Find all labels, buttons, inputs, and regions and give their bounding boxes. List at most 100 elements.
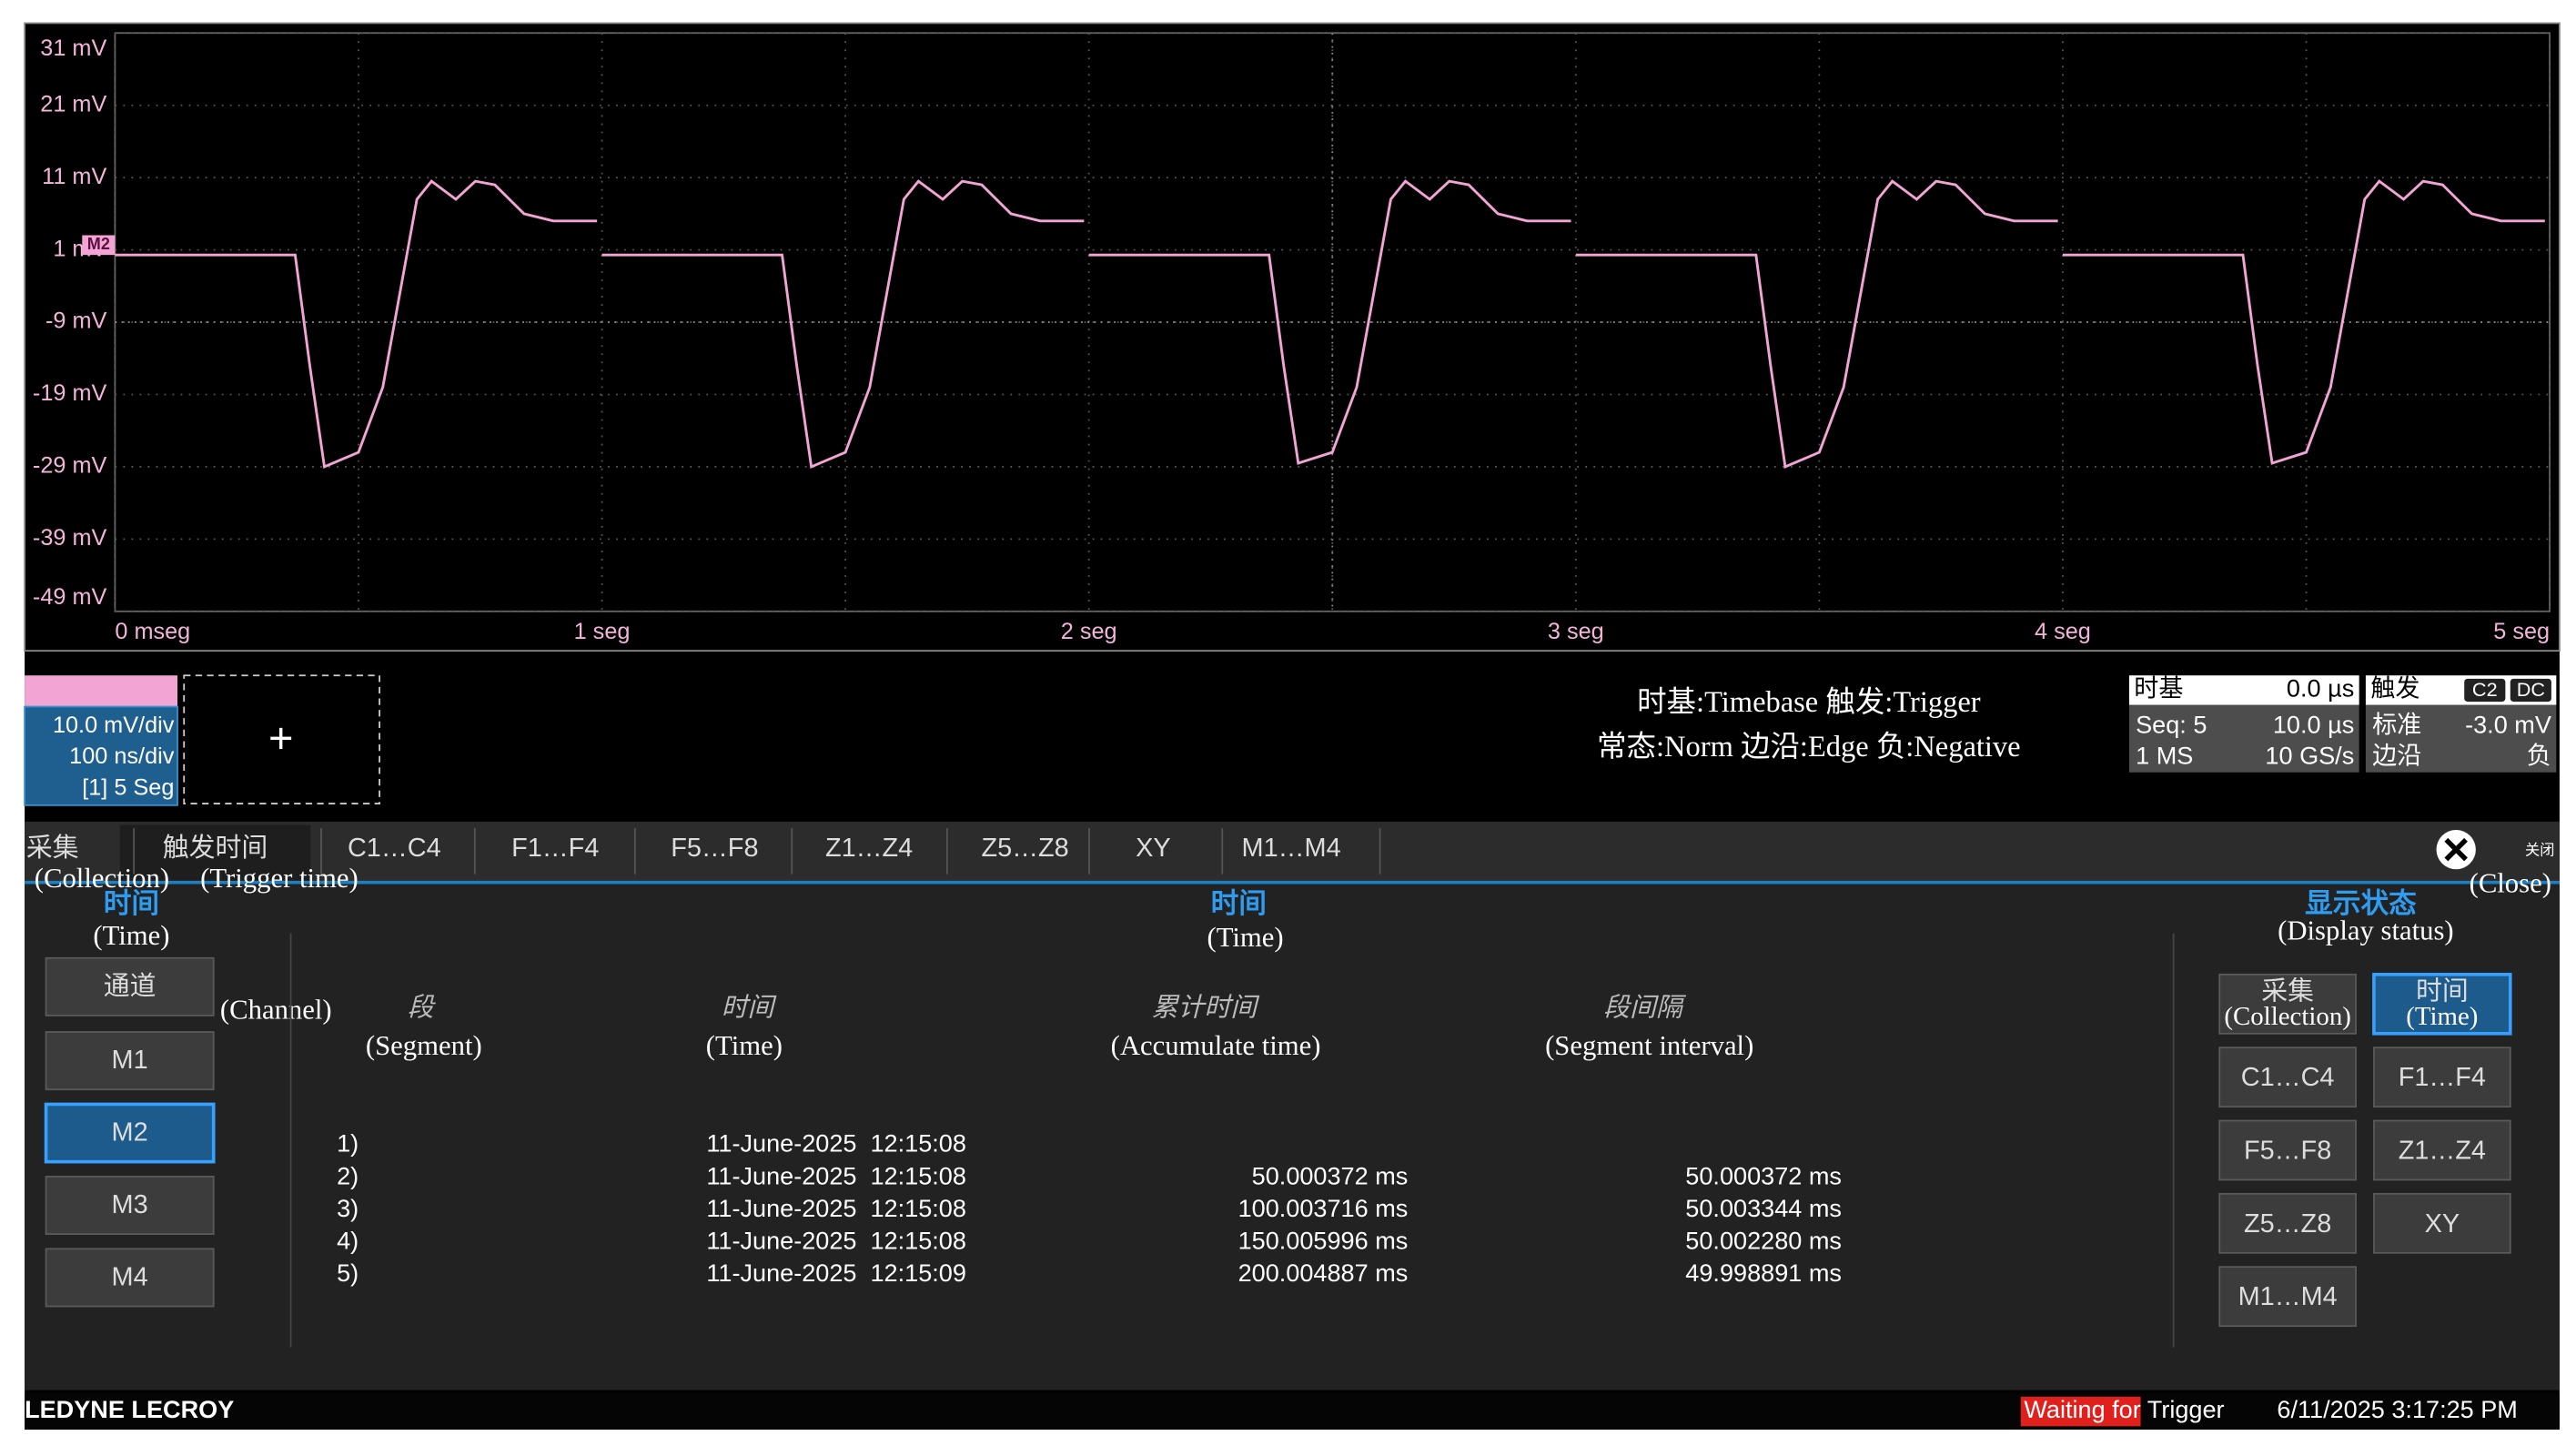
tab[interactable]: F5…F8 — [671, 834, 758, 863]
y-tick-label: -19 mV — [33, 380, 107, 406]
tab-note: (Trigger time) — [200, 863, 359, 894]
timebase-body — [2128, 704, 2359, 773]
close-label: 关闭 — [2525, 843, 2554, 859]
display-button[interactable] — [2373, 1046, 2511, 1108]
trigger-row-value: 负 — [2527, 742, 2551, 770]
status-highlight — [2020, 1396, 2141, 1427]
table-cell: 11-June-2025 12:15:09 — [706, 1259, 966, 1287]
display-button-note: (Collection) — [2224, 1002, 2351, 1031]
table-cell: 2) — [337, 1161, 359, 1189]
section-title: 时间 — [104, 887, 159, 919]
timebase-row-label: Seq: 5 — [2136, 710, 2207, 738]
section-note: (Time) — [93, 920, 169, 951]
close-note: (Close) — [2470, 867, 2551, 898]
display-button[interactable] — [2218, 1046, 2357, 1108]
channel-button[interactable] — [45, 1248, 215, 1308]
column-note: (Segment) — [366, 1030, 482, 1061]
display-button-note: (Time) — [2406, 1002, 2478, 1031]
table-cell: 49.998891 ms — [1685, 1259, 1842, 1287]
trigger-body — [2365, 704, 2557, 773]
channel-button-label: M3 — [112, 1190, 148, 1219]
plot-border — [24, 22, 2561, 652]
display-button[interactable] — [2218, 1119, 2357, 1181]
y-tick-label: 21 mV — [40, 91, 106, 116]
display-button-label: F5…F8 — [2244, 1136, 2331, 1165]
display-button-label: Z5…Z8 — [2244, 1209, 2331, 1239]
tab[interactable]: 采集 — [26, 834, 79, 863]
channel-button-label: M2 — [112, 1118, 148, 1148]
tab[interactable]: Z5…Z8 — [981, 834, 1068, 863]
y-tick-label: -39 mV — [33, 525, 107, 551]
display-button-label: 采集 — [2261, 976, 2314, 1006]
table-cell: 50.002280 ms — [1685, 1226, 1842, 1254]
table-cell: 11-June-2025 12:15:08 — [706, 1161, 966, 1189]
display-button[interactable] — [2373, 1192, 2511, 1254]
tab[interactable]: Z1…Z4 — [825, 834, 913, 863]
add-box[interactable] — [183, 674, 380, 804]
table-cell: 11-June-2025 12:15:08 — [706, 1226, 966, 1254]
add-button: + — [268, 714, 293, 762]
display-button-label: Z1…Z4 — [2399, 1136, 2486, 1165]
display-button-label: 时间 — [2416, 976, 2469, 1006]
x-tick-label: 4 seg — [2035, 619, 2091, 644]
tab[interactable]: 触发时间 — [163, 834, 268, 863]
tab-bar — [25, 821, 2560, 883]
y-tick-label: 31 mV — [40, 35, 106, 61]
tab[interactable]: XY — [1136, 834, 1171, 863]
channel-button[interactable] — [45, 1175, 215, 1235]
channel-button-label: M1 — [112, 1046, 148, 1075]
x-tick-label: 0 mseg — [115, 619, 190, 644]
tab[interactable]: F1…F4 — [511, 834, 599, 863]
trace-badge-label: M2 — [87, 235, 110, 253]
display-button[interactable] — [2373, 1119, 2511, 1181]
trigger-row-value: -3.0 mV — [2465, 710, 2551, 738]
column-header: 段 — [408, 993, 437, 1022]
channel-button-label: 通道 — [104, 972, 157, 1001]
tab-note: (Collection) — [35, 863, 169, 894]
column-note: (Accumulate time) — [1111, 1030, 1321, 1061]
y-tick-label: -9 mV — [45, 308, 107, 334]
channel-button[interactable] — [45, 956, 215, 1016]
channel-button-label: M4 — [112, 1262, 148, 1291]
display-button[interactable] — [2218, 1192, 2357, 1254]
table-cell: 100.003716 ms — [1238, 1194, 1409, 1222]
column-header: 段间隔 — [1603, 993, 1687, 1022]
channel-box[interactable] — [24, 705, 178, 806]
channel-setting: 10.0 mV/div — [53, 713, 175, 738]
trace — [115, 179, 2545, 469]
coupling-label: DC — [2517, 678, 2545, 701]
channel-note: (Channel) — [220, 994, 332, 1025]
panel — [25, 884, 2560, 1390]
display-button-label: F1…F4 — [2399, 1063, 2486, 1092]
column-note: (Time) — [706, 1030, 783, 1061]
x-tick-label: 3 seg — [1548, 619, 1604, 644]
section-note: (Time) — [1207, 922, 1283, 953]
trigger-title: 触发 — [2370, 674, 2419, 703]
trigger-row-label: 边沿 — [2372, 742, 2421, 770]
display-button[interactable] — [2218, 973, 2357, 1035]
table-cell: 50.000372 ms — [1252, 1161, 1409, 1189]
display-button[interactable] — [2372, 973, 2512, 1036]
timebase-row-value: 10 GS/s — [2265, 742, 2354, 770]
table-cell: 50.003344 ms — [1685, 1194, 1842, 1222]
table-cell: 50.000372 ms — [1685, 1161, 1842, 1189]
table-cell: 1) — [337, 1129, 359, 1158]
x-tick-label: 5 seg — [2493, 619, 2550, 644]
column-header: 时间 — [722, 993, 778, 1022]
coupling-badge — [2510, 678, 2551, 703]
tab[interactable]: M1…M4 — [1242, 834, 1341, 863]
section-title: 显示状态 — [2305, 887, 2417, 919]
table-cell: 11-June-2025 12:15:08 — [706, 1194, 966, 1222]
column-header: 累计时间 — [1152, 993, 1261, 1022]
annotation: 常态:Norm 边沿:Edge 负:Negative — [1597, 730, 2021, 763]
column-note: (Segment interval) — [1545, 1030, 1753, 1061]
tab-selected[interactable] — [119, 824, 311, 883]
tab[interactable]: C1…C4 — [348, 834, 441, 863]
channel-button[interactable] — [44, 1102, 216, 1164]
display-button[interactable] — [2218, 1266, 2357, 1328]
annotation: 时基:Timebase 触发:Trigger — [1637, 685, 1981, 719]
channel-button[interactable] — [45, 1031, 215, 1091]
timebase-header — [2128, 675, 2359, 705]
trigger-row-label: 标准 — [2372, 710, 2421, 738]
table-cell: 150.005996 ms — [1238, 1226, 1409, 1254]
